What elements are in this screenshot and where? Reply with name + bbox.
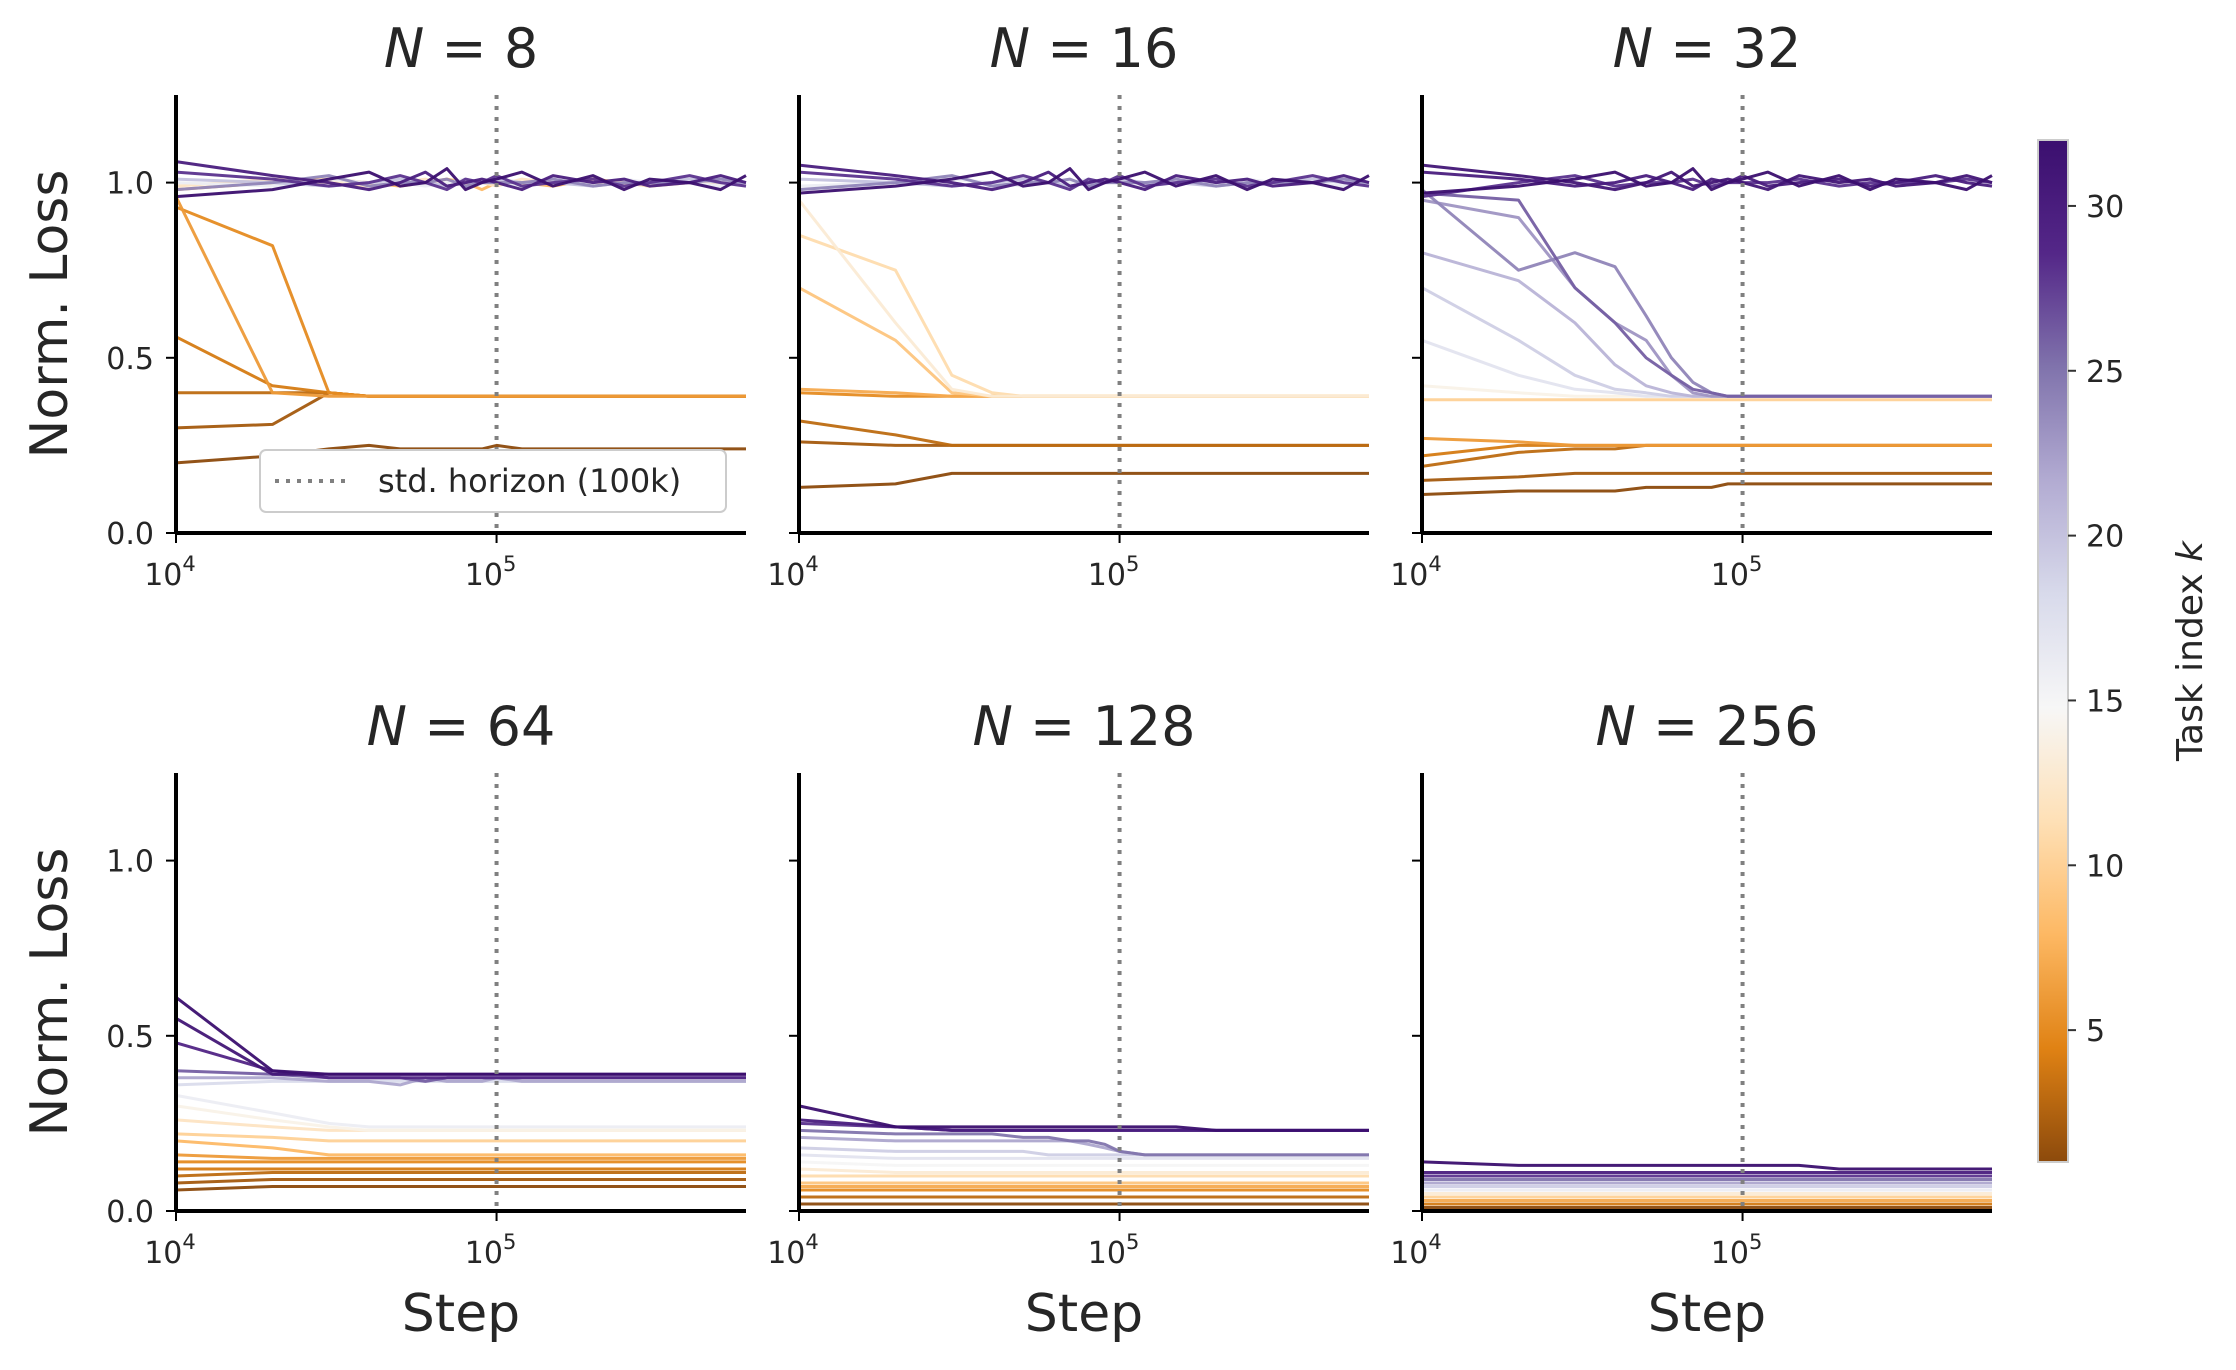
x-tick-label: 104 [144,552,196,593]
panel: 104 105 N = 256 Step [1390,695,1992,1344]
x-tick-label: 104 [767,1230,819,1271]
panel-title: N = 16 [990,17,1179,80]
x-tick-label: 105 [1711,552,1763,593]
series-line [798,233,1369,398]
panel-title: N = 8 [384,17,538,80]
series-line [175,1178,746,1185]
series-line [1421,251,1992,398]
series-line [798,1160,1369,1167]
series-line [1421,188,1992,398]
series-line [797,199,1369,398]
series-line [798,167,1370,195]
series-line [175,1104,746,1132]
panel-title: N = 64 [367,695,556,758]
panel: 0.0 0.5 1.0 104 105 N = 8 Norm. Loss std. horiz… [20,17,747,593]
y-tick-label: 0.5 [106,1020,154,1055]
series-line [1421,482,1992,496]
x-tick-label: 105 [1088,552,1140,593]
series-line [175,1118,746,1132]
series-line [1421,170,1993,192]
panel: 0.0 0.5 1.0 104 105 N = 64 Norm. Loss Step [20,695,746,1344]
series-line [175,170,747,192]
x-tick-label: 104 [144,1230,196,1271]
series-line [1421,436,1992,447]
series-line [176,1076,746,1087]
series-line [1421,443,1992,468]
series-line [175,335,746,398]
series-line [175,167,747,199]
legend-box [259,449,727,513]
series-line [175,391,746,430]
x-axis-label: Step [402,1284,520,1344]
colorbar-tick-label: 5 [2086,1014,2105,1049]
colorbar-gradient [2037,139,2069,1163]
panel: 104 105 N = 16 [767,17,1370,593]
series-line [798,1153,1369,1160]
series-line [175,1171,746,1178]
colorbar-tick-label: 10 [2086,849,2124,884]
y-tick-label: 0.0 [106,517,154,552]
colorbar-tick-label: 20 [2086,520,2124,555]
series-line [798,419,1369,447]
panel: 104 105 N = 128 Step [767,695,1369,1344]
x-tick-label: 104 [1390,1230,1442,1271]
y-axis-label: Norm. Loss [20,848,80,1137]
x-axis-label: Step [1025,1284,1143,1344]
series-line [175,1093,746,1129]
series-line [798,170,1370,192]
series-line [175,1153,746,1160]
x-tick-label: 105 [465,552,517,593]
colorbar-tick-label: 30 [2086,190,2124,225]
series-line [175,1017,746,1076]
series-line [174,195,746,398]
x-tick-label: 104 [1390,552,1442,593]
series-line [798,1128,1369,1157]
series-line [798,471,1369,489]
series-line [175,996,746,1076]
y-tick-label: 1.0 [106,845,154,880]
series-line [175,443,746,465]
panel-title: N = 256 [1595,695,1818,758]
legend: std. horizon (100k) [259,449,727,513]
series-line [1421,471,1992,482]
colorbar-tick-label: 15 [2086,684,2124,719]
series-line [175,1041,746,1080]
y-tick-label: 1.0 [106,167,154,202]
x-tick-label: 105 [465,1230,517,1271]
series-line [798,1167,1369,1174]
series-line [798,1104,1369,1132]
x-axis-label: Step [1648,1284,1766,1344]
series-line [175,1132,746,1143]
colorbar: 5 10 15 20 25 30 Task index k [2037,139,2211,1163]
legend-label: std. horizon (100k) [378,462,681,500]
y-tick-label: 0.5 [106,342,154,377]
panel: 104 105 N = 32 [1390,17,1993,593]
x-tick-label: 105 [1711,1230,1763,1271]
series-line [1421,198,1992,398]
series-line [1421,167,1993,195]
series-line [175,1185,746,1192]
series-line [1421,191,1992,398]
colorbar-label: Task index k [2170,539,2211,762]
series-line [175,1069,746,1083]
colorbar-tick-label: 25 [2086,355,2124,390]
y-axis-label: Norm. Loss [20,170,80,459]
panel-title: N = 32 [1613,17,1802,80]
series-line [1421,286,1992,398]
panel-title: N = 128 [972,695,1195,758]
series-line [1421,338,1992,398]
x-tick-label: 104 [767,552,819,593]
series-line [175,1139,746,1157]
series-line [1421,1160,1992,1171]
y-tick-label: 0.0 [106,1195,154,1230]
series-line [798,286,1369,398]
x-tick-label: 105 [1088,1230,1140,1271]
